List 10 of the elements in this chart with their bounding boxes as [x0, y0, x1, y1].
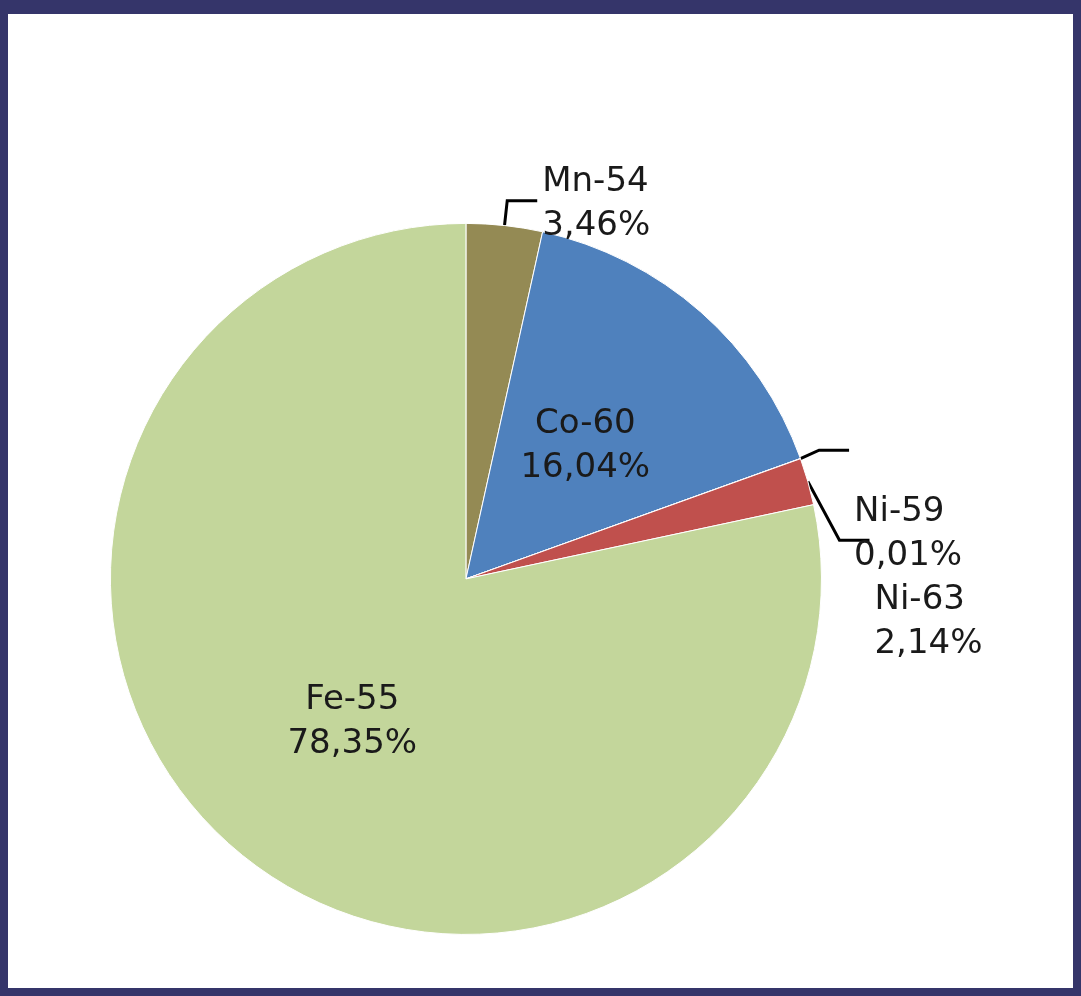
data-label: 16,04% — [520, 445, 651, 486]
data-label: 2,14% — [874, 621, 983, 662]
data-label: 0,01% — [854, 533, 963, 574]
slice-label: Mn-54 — [542, 158, 649, 199]
slice-label: Ni-59 — [854, 489, 945, 530]
slice-label: Co-60 — [534, 401, 636, 442]
slice-label: Fe-55 — [305, 677, 400, 718]
data-label: 3,46% — [542, 202, 651, 243]
data-label: 78,35% — [287, 721, 418, 762]
slice-label: Ni-63 — [874, 577, 965, 618]
